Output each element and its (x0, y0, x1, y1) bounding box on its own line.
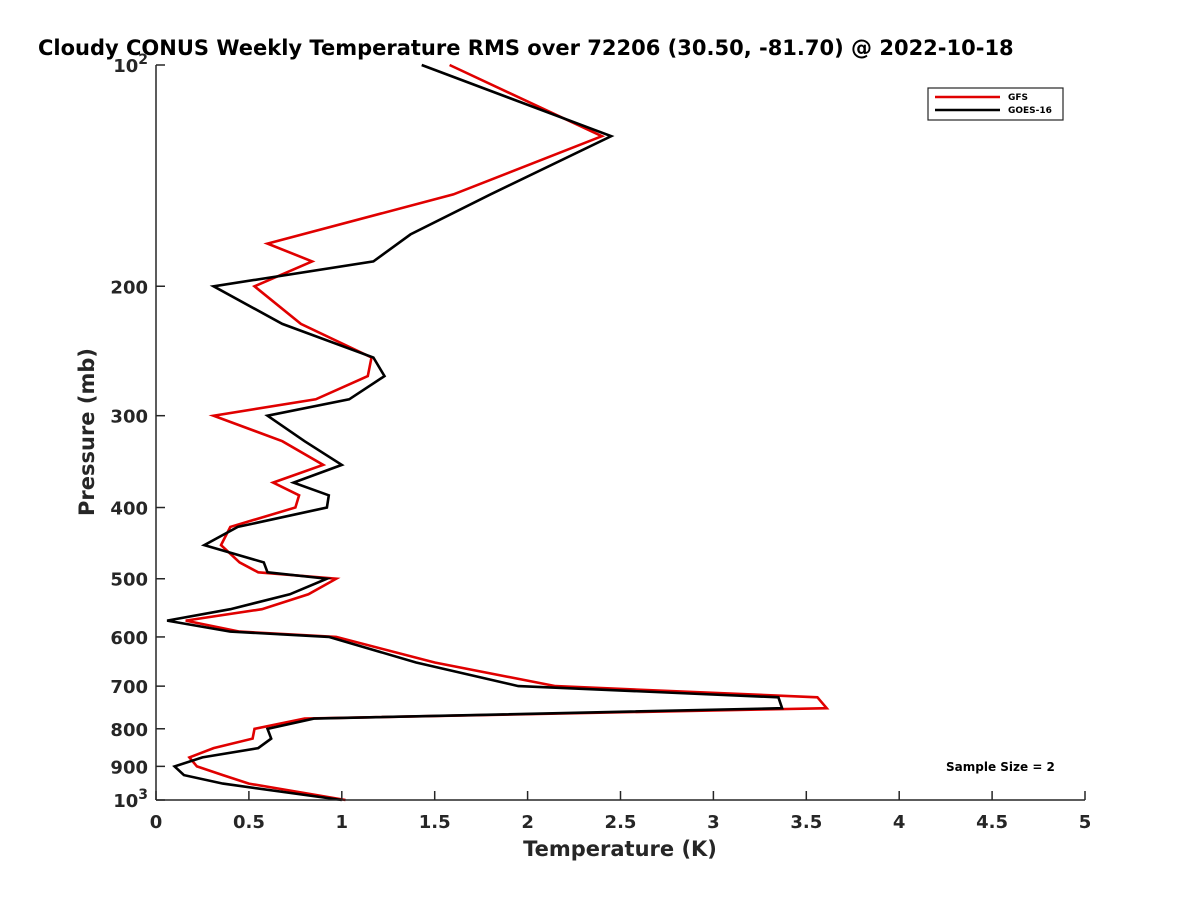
y-tick-label: 400 (110, 499, 148, 520)
y-tick-label: 600 (110, 628, 148, 649)
y-tick-label: 900 (110, 757, 148, 778)
y-tick-label: 102 (113, 52, 148, 77)
legend-label-goes16: GOES-16 (1008, 106, 1052, 116)
x-tick-label: 4 (893, 812, 906, 833)
series-line-goes-16 (166, 63, 784, 802)
plot-area (156, 65, 1085, 800)
y-tick-label: 800 (110, 720, 148, 741)
x-tick-label: 1 (336, 812, 349, 833)
series-line-gfs (185, 63, 830, 802)
x-tick-label: 0.5 (233, 812, 265, 833)
y-tick-label: 300 (110, 407, 148, 428)
x-tick-label: 0 (150, 812, 163, 833)
legend-label-gfs: GFS (1008, 93, 1028, 103)
sample-size-annotation: Sample Size = 2 (946, 760, 1055, 774)
x-tick-label: 2.5 (605, 812, 637, 833)
x-ticks: 0 0.5 1 1.5 2 2.5 3 3.5 4 4.5 5 (150, 791, 1092, 833)
x-axis-label: Temperature (K) (523, 837, 717, 861)
x-tick-label: 4.5 (976, 812, 1008, 833)
x-tick-label: 5 (1079, 812, 1092, 833)
x-tick-label: 1.5 (419, 812, 451, 833)
y-ticks: 102 200 300 400 500 600 700 800 900 103 (110, 52, 165, 812)
x-tick-label: 2 (521, 812, 534, 833)
y-tick-label: 500 (110, 570, 148, 591)
y-axis-label: Pressure (mb) (75, 348, 99, 516)
y-tick-label: 700 (110, 677, 148, 698)
legend-box (927, 87, 1064, 121)
x-tick-label: 3 (707, 812, 720, 833)
series-layer (166, 63, 830, 802)
x-tick-label: 3.5 (790, 812, 822, 833)
chart-title: Cloudy CONUS Weekly Temperature RMS over… (38, 36, 1014, 60)
y-tick-label: 103 (113, 787, 148, 812)
legend: GFS GOES-16 (927, 87, 1064, 121)
y-tick-label: 200 (110, 277, 148, 298)
